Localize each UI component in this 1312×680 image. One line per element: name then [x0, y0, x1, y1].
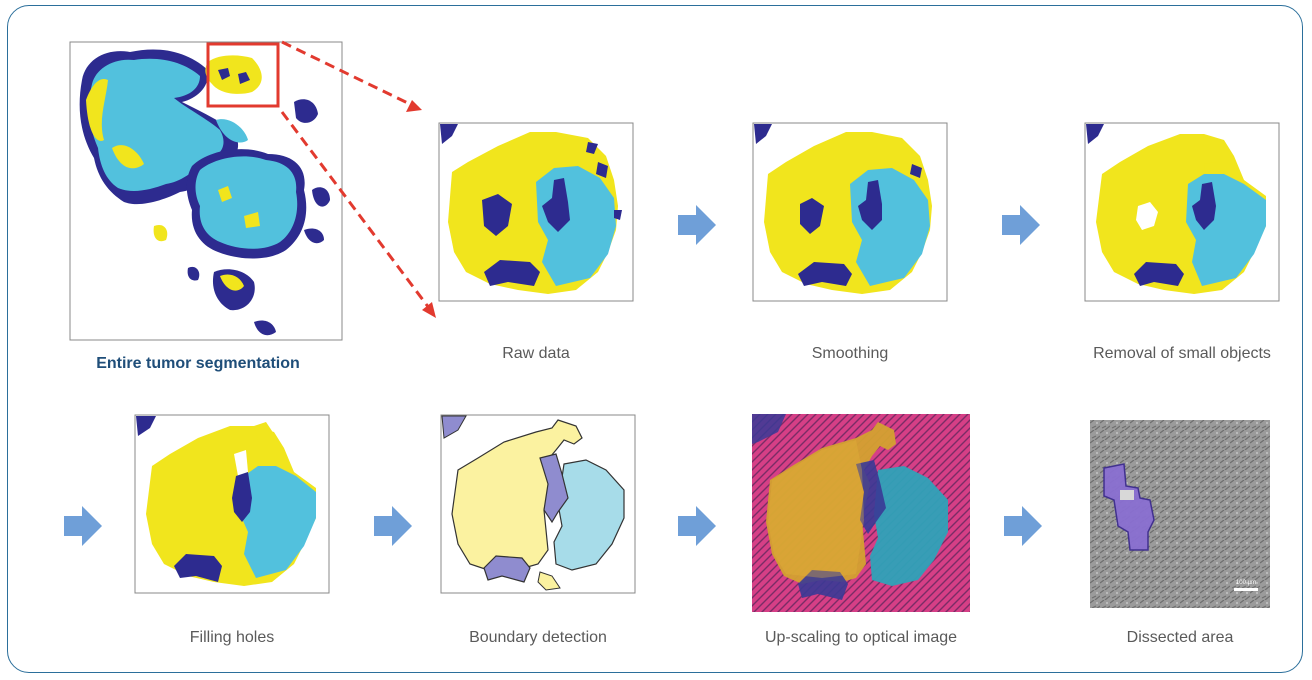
caption-dissected-area: Dissected area: [1126, 629, 1234, 646]
caption-filling-holes: Filling holes: [189, 629, 275, 646]
arrow-right-1: [678, 205, 716, 245]
caption-raw-data: Raw data: [502, 345, 570, 362]
removal-map: [1084, 122, 1280, 302]
raw-data-panel: [438, 122, 634, 302]
caption-removal: Removal of small objects: [1093, 345, 1271, 362]
filling-holes-map: [134, 414, 330, 594]
arrow-right-3: [64, 506, 102, 546]
smoothing-map: [752, 122, 948, 302]
figure-frame: [7, 5, 1303, 673]
raw-data-map: [438, 122, 634, 302]
scale-bar-label: 100 µm: [1236, 580, 1256, 586]
caption-entire-tumor: Entire tumor segmentation: [96, 355, 300, 372]
arrow-right-2: [1002, 205, 1040, 245]
arrow-right-4: [374, 506, 412, 546]
filling-holes-panel: [134, 414, 330, 594]
arrow-right-6: [1004, 506, 1042, 546]
scale-bar: [1234, 588, 1258, 591]
dissected-area-panel: 100 µm: [1090, 420, 1270, 608]
smoothing-panel: [752, 122, 948, 302]
entire-tumor-map: [69, 41, 343, 341]
removal-panel: [1084, 122, 1280, 302]
boundary-detection-panel: [440, 414, 636, 594]
upscaling-optical-image: [752, 414, 970, 612]
boundary-detection-map: [440, 414, 636, 594]
caption-smoothing: Smoothing: [811, 345, 889, 362]
caption-boundary-detection: Boundary detection: [469, 629, 607, 646]
arrow-right-5: [678, 506, 716, 546]
dissected-area-image: 100 µm: [1090, 420, 1270, 608]
upscaling-panel: [752, 414, 970, 612]
caption-upscaling: Up-scaling to optical image: [764, 629, 958, 646]
entire-tumor-panel: [68, 40, 344, 342]
